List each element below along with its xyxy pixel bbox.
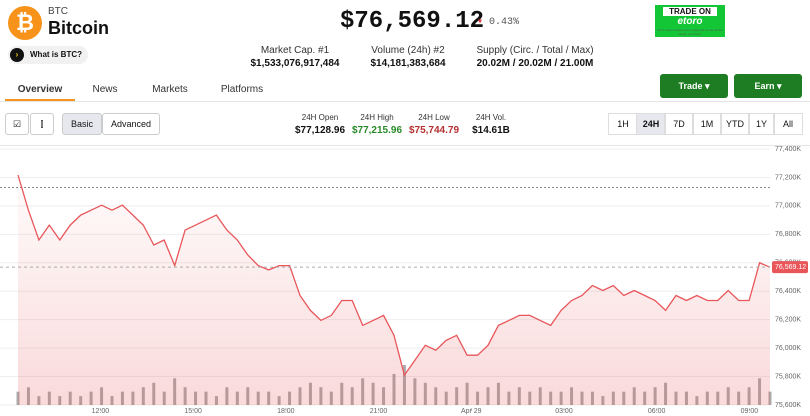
x-tick-label: 03:00 xyxy=(555,408,573,415)
ad-brand: etoro xyxy=(677,16,703,27)
y-tick-label: 77,000K xyxy=(775,203,801,210)
price: $76,569.12 xyxy=(340,8,485,35)
mode-button[interactable]: Basic xyxy=(62,113,102,135)
ad-title: TRADE ON xyxy=(663,7,717,16)
last-price-label: 76,569.12 xyxy=(775,264,806,271)
day-stat-value: $77,128.96 xyxy=(294,125,346,136)
button-text: Earn xyxy=(754,81,775,91)
day-stat-value: $75,744.79 xyxy=(408,125,460,136)
y-tick-label: 77,400K xyxy=(775,146,801,153)
symbol: BTC xyxy=(48,6,68,17)
stat-value: $1,533,076,917,484 xyxy=(250,58,340,69)
range-button[interactable]: 1Y xyxy=(748,113,775,135)
day-stat-label: 24H High xyxy=(360,113,394,122)
coin-name: Bitcoin xyxy=(48,18,109,38)
chart-type-candle[interactable]: ⫿ xyxy=(30,113,54,135)
y-tick-label: 76,400K xyxy=(775,288,801,295)
what-is-button[interactable]: › What is BTC? xyxy=(8,46,88,64)
x-tick-label: 12:00 xyxy=(92,408,110,415)
etoro-ad[interactable]: TRADE ON etoro xyxy=(655,5,725,37)
x-tick-label: 09:00 xyxy=(741,408,759,415)
y-tick-label: 76,200K xyxy=(775,317,801,324)
stat-label: Volume (24h) #2 xyxy=(371,45,445,56)
range-button[interactable]: 1H xyxy=(608,113,638,135)
tab[interactable]: Overview xyxy=(17,84,63,95)
y-tick-label: 76,000K xyxy=(775,345,801,352)
area xyxy=(18,175,770,405)
ad-note: Don't invest unless you're prepared to l… xyxy=(657,28,723,36)
day-stat-label: 24H Open xyxy=(301,113,339,122)
stat-value: $14,181,383,684 xyxy=(370,58,446,69)
x-tick-label: 21:00 xyxy=(370,408,388,415)
stat-label: Supply (Circ. / Total / Max) xyxy=(476,45,594,56)
tab[interactable]: Markets xyxy=(152,84,188,95)
range-button[interactable]: 7D xyxy=(664,113,694,135)
day-stat-label: 24H Vol. xyxy=(475,113,507,122)
divider xyxy=(0,101,810,102)
change-value: 0.43% xyxy=(489,17,520,28)
tab[interactable]: News xyxy=(92,84,118,95)
y-tick-label: 75,800K xyxy=(775,373,801,380)
stat-value: 20.02M / 20.02M / 21.00M xyxy=(476,58,594,69)
x-tick-label: 18:00 xyxy=(277,408,295,415)
day-stat-label: 24H Low xyxy=(418,113,450,122)
day-stat-value: $14.61B xyxy=(472,125,510,136)
range-button[interactable]: All xyxy=(773,113,803,135)
last-price-badge xyxy=(772,261,808,274)
day-stat-value: $77,215.96 xyxy=(351,125,403,136)
stat-label: Market Cap. #1 xyxy=(260,45,330,56)
range-button[interactable]: 1M xyxy=(692,113,722,135)
x-tick-label: 15:00 xyxy=(184,408,202,415)
change: ▾ 0.43% xyxy=(477,17,520,28)
y-tick-label: 75,600K xyxy=(775,402,801,409)
chart-type-line[interactable]: ☑ xyxy=(5,113,29,135)
mode-button[interactable]: Advanced xyxy=(102,113,160,135)
x-tick-label: 06:00 xyxy=(648,408,666,415)
action-button[interactable]: Trade ▾ xyxy=(660,74,728,98)
what-is-text: What is BTC? xyxy=(30,50,82,59)
tab-underline xyxy=(5,99,75,101)
price-line xyxy=(17,174,771,377)
y-tick-label: 77,200K xyxy=(775,174,801,181)
chart: 75,600K75,800K76,000K76,200K76,400K76,60… xyxy=(0,145,810,415)
y-tick-label: 76,800K xyxy=(775,231,801,238)
action-button[interactable]: Earn ▾ xyxy=(734,74,802,98)
range-button[interactable]: 24H xyxy=(636,113,666,135)
tab[interactable]: Platforms xyxy=(220,84,264,95)
btc-icon: ₿ xyxy=(8,6,42,40)
range-button[interactable]: YTD xyxy=(720,113,750,135)
x-tick-label: Apr 29 xyxy=(461,408,482,415)
button-text: Trade xyxy=(678,81,703,91)
